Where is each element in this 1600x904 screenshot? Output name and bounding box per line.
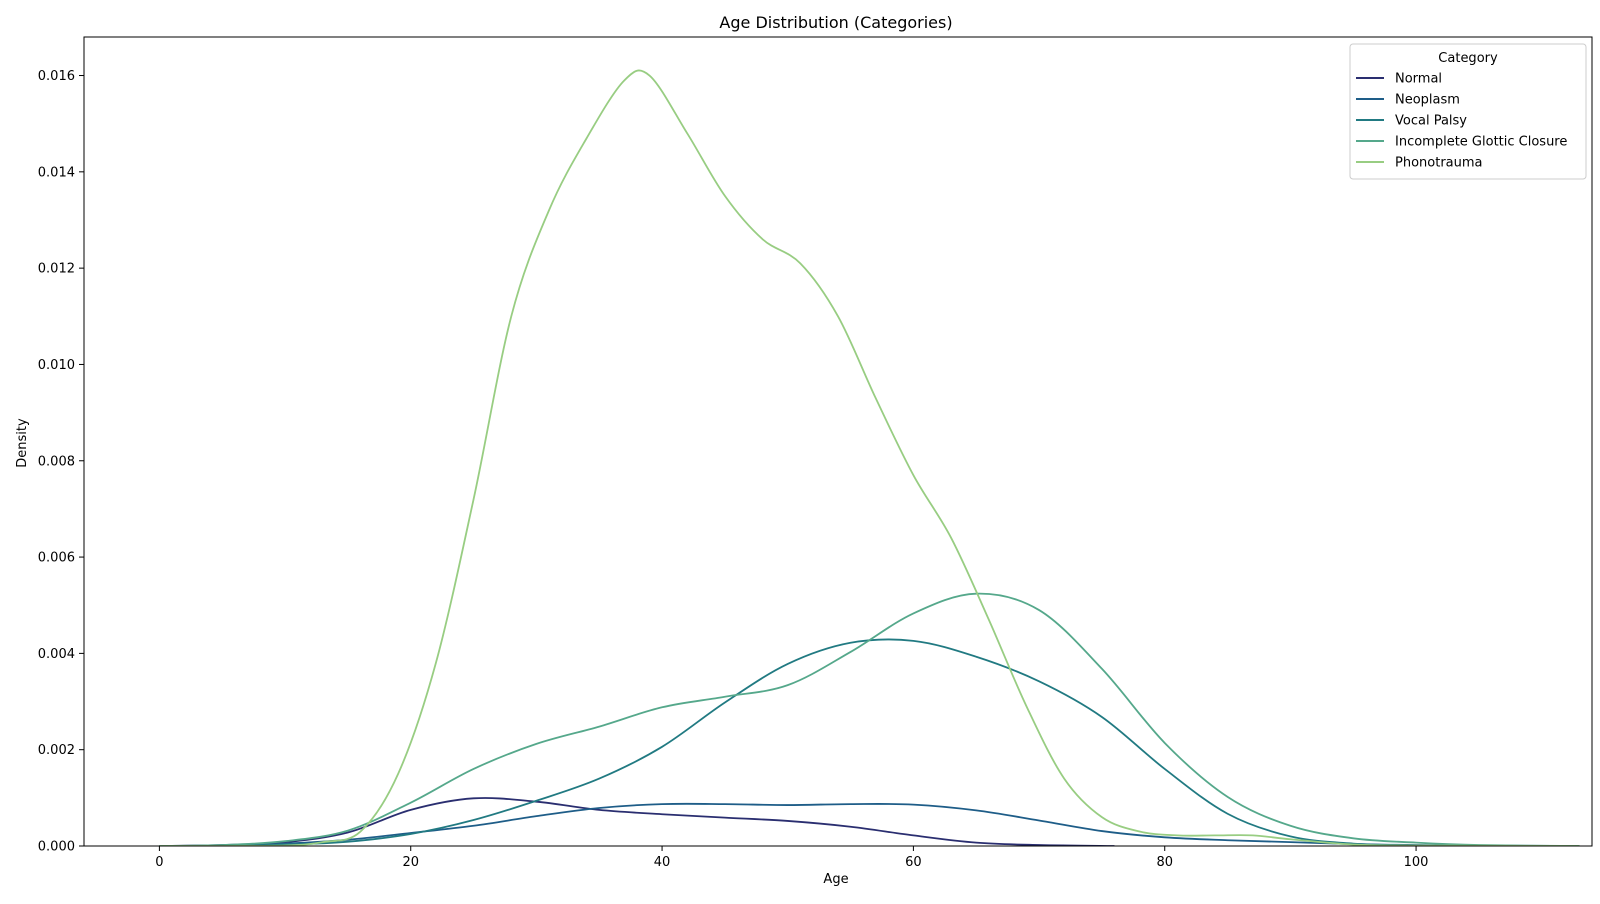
- y-tick-label: 0.016: [38, 69, 75, 84]
- y-tick-label: 0.010: [38, 358, 75, 373]
- series-layer: [159, 69, 1580, 846]
- x-tick-label: 20: [402, 855, 419, 870]
- series-line-normal: [159, 797, 1115, 846]
- y-tick-label: 0.012: [38, 262, 75, 277]
- y-tick-label: 0.002: [38, 743, 75, 758]
- y-tick-label: 0.000: [38, 840, 75, 855]
- x-tick-label: 0: [155, 855, 163, 870]
- series-line-phonotrauma: [159, 69, 1580, 846]
- legend: Category Normal Neoplasm Vocal Palsy Incompl…: [1349, 43, 1587, 180]
- legend-label-phonotrauma: Phonotrauma: [1395, 156, 1483, 171]
- chart-title: Age Distribution (Categories): [719, 13, 952, 32]
- x-tick-label: 100: [1404, 855, 1429, 870]
- legend-label-vocal-palsy: Vocal Palsy: [1395, 114, 1467, 129]
- plot-frame: [83, 36, 1593, 847]
- x-tick-label: 40: [654, 855, 671, 870]
- y-tick-label: 0.004: [38, 647, 75, 662]
- legend-label-normal: Normal: [1395, 72, 1442, 87]
- x-tick-label: 60: [905, 855, 922, 870]
- series-line-vocal-palsy: [159, 638, 1580, 846]
- legend-label-incomplete-glottic-closure: Incomplete Glottic Closure: [1395, 135, 1567, 150]
- y-tick-label: 0.014: [38, 165, 75, 180]
- axes-layer: 0 20 40 60 80 100 0.000 0.002 0.004 0.006 0.008 0.0…: [38, 36, 1593, 870]
- y-axis-label: Density: [15, 418, 30, 468]
- legend-box: [1349, 43, 1587, 180]
- legend-label-neoplasm: Neoplasm: [1395, 93, 1460, 108]
- x-axis-label: Age: [823, 872, 848, 887]
- x-tick-label: 80: [1156, 855, 1173, 870]
- y-tick-label: 0.008: [38, 454, 75, 469]
- series-line-incomplete-glottic-closure: [159, 592, 1580, 846]
- y-tick-label: 0.006: [38, 551, 75, 566]
- legend-title: Category: [1438, 51, 1498, 66]
